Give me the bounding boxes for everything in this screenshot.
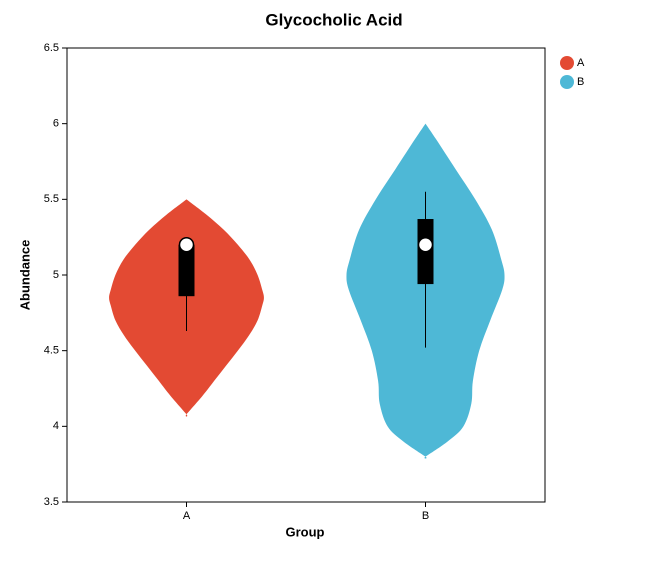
legend-label: B	[577, 76, 584, 88]
box	[178, 244, 195, 297]
y-tick-label: 5.5	[44, 193, 59, 205]
y-tick-label: 6	[53, 118, 59, 130]
y-tick-label: 6.5	[44, 42, 59, 54]
x-tick-label: A	[183, 510, 191, 522]
median	[178, 236, 195, 253]
chart-title: Glycocholic Acid	[265, 10, 402, 29]
y-tick-label: 4.5	[44, 345, 59, 357]
median	[417, 236, 434, 253]
legend-swatch	[560, 75, 574, 89]
legend-swatch	[560, 56, 574, 70]
y-tick-label: 5	[53, 269, 59, 281]
x-tick-label: B	[422, 510, 429, 522]
y-tick-label: 4	[53, 420, 59, 432]
y-axis-label: Abundance	[17, 240, 32, 311]
y-tick-label: 3.5	[44, 496, 59, 508]
x-axis-label: Group	[286, 524, 325, 539]
legend-label: A	[577, 57, 585, 69]
